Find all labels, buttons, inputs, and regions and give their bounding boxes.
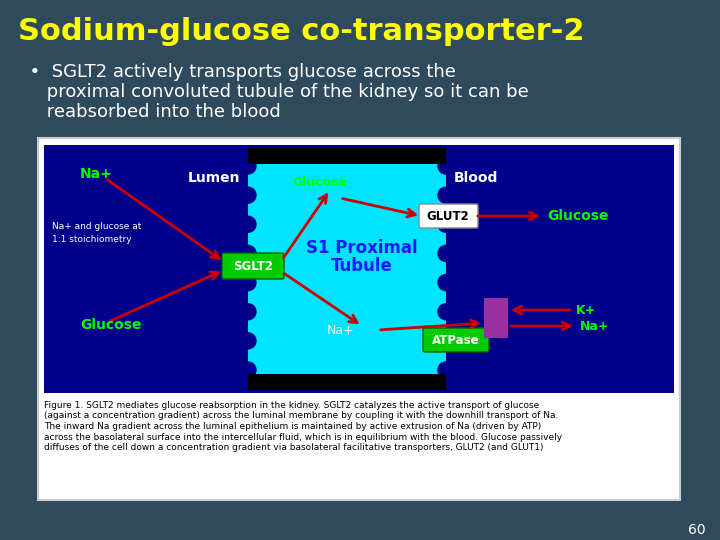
Text: Na+: Na+	[328, 323, 355, 336]
Circle shape	[438, 217, 454, 232]
Text: GLUT2: GLUT2	[427, 210, 469, 222]
Circle shape	[438, 362, 454, 378]
Text: 60: 60	[688, 523, 706, 537]
Circle shape	[240, 217, 256, 232]
Circle shape	[438, 303, 454, 320]
Text: Na+: Na+	[80, 167, 113, 181]
Text: The inward Na gradient across the luminal epithelium is maintained by active ext: The inward Na gradient across the lumina…	[44, 422, 541, 431]
Text: S1 Proximal: S1 Proximal	[306, 239, 418, 257]
Bar	[44, 145, 674, 393]
Text: Tubule: Tubule	[331, 257, 393, 275]
Circle shape	[240, 187, 256, 203]
Text: Blood: Blood	[454, 171, 498, 185]
Text: •  SGLT2 actively transports glucose across the: • SGLT2 actively transports glucose acro…	[18, 63, 456, 81]
Text: Glucose: Glucose	[547, 209, 608, 223]
Bar	[248, 374, 446, 390]
Circle shape	[240, 303, 256, 320]
Bar	[248, 148, 446, 164]
Text: Sodium-glucose co-transporter-2: Sodium-glucose co-transporter-2	[18, 17, 585, 46]
Circle shape	[240, 158, 256, 174]
Circle shape	[438, 245, 454, 261]
Circle shape	[438, 274, 454, 291]
Text: Lumen: Lumen	[187, 171, 240, 185]
FancyBboxPatch shape	[423, 328, 489, 352]
Text: Glucose: Glucose	[80, 318, 142, 332]
Circle shape	[438, 333, 454, 349]
Circle shape	[240, 333, 256, 349]
Text: ATPase: ATPase	[432, 334, 480, 347]
Text: K+: K+	[576, 303, 596, 316]
Bar	[38, 138, 680, 500]
Text: SGLT2: SGLT2	[233, 260, 273, 273]
Bar	[248, 148, 446, 390]
FancyBboxPatch shape	[419, 204, 478, 228]
Text: across the basolateral surface into the intercellular fluid, which is in equilib: across the basolateral surface into the …	[44, 433, 562, 442]
Circle shape	[240, 274, 256, 291]
Text: diffuses of the cell down a concentration gradient via basolateral facilitative : diffuses of the cell down a concentratio…	[44, 443, 544, 452]
Text: reabsorbed into the blood: reabsorbed into the blood	[18, 103, 281, 121]
Text: Na+ and glucose at
1:1 stoichiometry: Na+ and glucose at 1:1 stoichiometry	[52, 222, 141, 244]
Text: Glucose: Glucose	[292, 176, 348, 188]
Circle shape	[438, 187, 454, 203]
Circle shape	[438, 158, 454, 174]
Text: Na+: Na+	[580, 320, 610, 333]
Text: proximal convoluted tubule of the kidney so it can be: proximal convoluted tubule of the kidney…	[18, 83, 528, 101]
Bar	[484, 298, 508, 338]
Text: (against a concentration gradient) across the luminal membrane by coupling it wi: (against a concentration gradient) acros…	[44, 411, 559, 421]
Text: Figure 1. SGLT2 mediates glucose reabsorption in the kidney. SGLT2 catalyzes the: Figure 1. SGLT2 mediates glucose reabsor…	[44, 401, 539, 410]
Circle shape	[240, 245, 256, 261]
FancyBboxPatch shape	[222, 253, 284, 279]
Circle shape	[240, 362, 256, 378]
